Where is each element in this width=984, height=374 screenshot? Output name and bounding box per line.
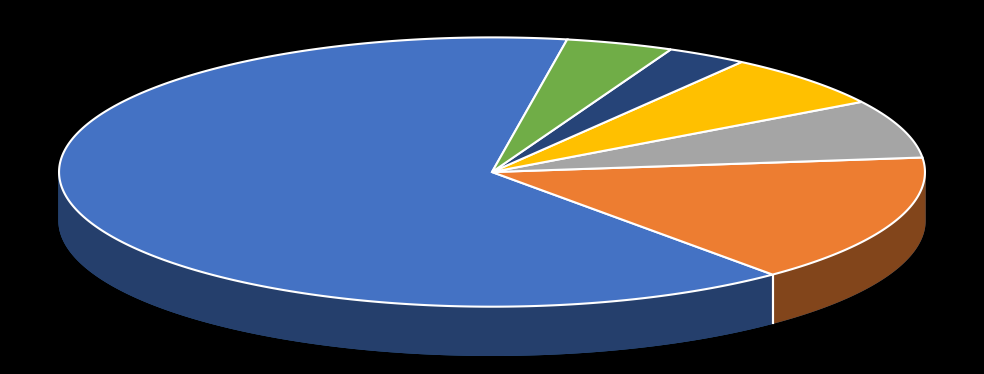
Polygon shape	[59, 172, 925, 355]
Polygon shape	[59, 37, 772, 307]
Polygon shape	[492, 102, 922, 172]
Polygon shape	[492, 49, 742, 172]
Polygon shape	[492, 157, 925, 275]
Polygon shape	[59, 172, 772, 355]
Polygon shape	[492, 39, 671, 172]
Polygon shape	[772, 172, 925, 323]
Polygon shape	[492, 62, 862, 172]
